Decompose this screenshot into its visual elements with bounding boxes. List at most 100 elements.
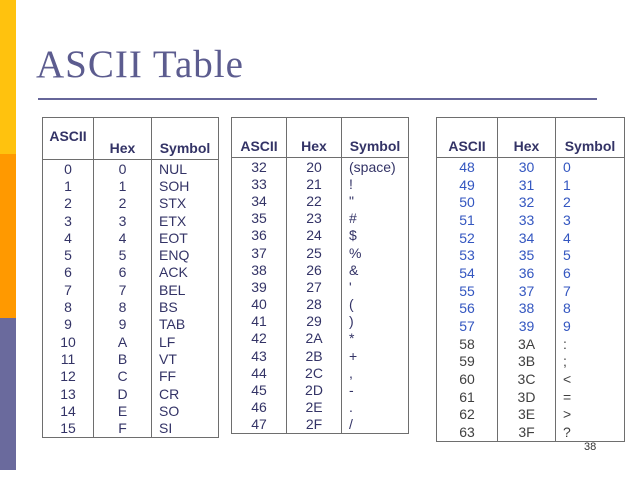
table-cell: D — [117, 385, 128, 402]
table-cell: SOH — [159, 177, 190, 194]
table-cell: ! — [349, 175, 353, 192]
table-cell: 56 — [459, 300, 475, 317]
table-cell: A — [117, 333, 128, 350]
table-cell: 46 — [251, 399, 267, 416]
table-cell: 49 — [459, 176, 475, 193]
page-title: ASCII Table — [36, 43, 244, 86]
table-cell: 28 — [306, 296, 322, 313]
column-header-ascii: ASCII — [232, 118, 286, 158]
column-symbol: Symbol 0 1 2 3 4 5 6 7 8 9:; < = >? — [555, 118, 624, 441]
table-cell: B — [117, 350, 128, 367]
table-cell: 9 — [563, 318, 571, 335]
table-cell: " — [349, 192, 354, 209]
table-cell: 54 — [459, 264, 475, 281]
table-cell: 47 — [251, 416, 267, 433]
table-cell: 10 — [60, 333, 76, 350]
table-cell: VT — [159, 350, 177, 367]
table-cell: 45 — [251, 382, 267, 399]
table-cell: FF — [159, 368, 177, 385]
table-cell: 8 — [118, 299, 127, 316]
table-cell: 58 — [459, 335, 475, 352]
table-cell: 6 — [563, 264, 571, 281]
column-symbol: Symbol (space)! " # $% & '() * +, -. / — [341, 118, 408, 433]
table-cell: 2F — [305, 416, 323, 433]
table-cell: 48 — [459, 158, 475, 175]
table-cell: 35 — [518, 247, 535, 264]
column-ascii: ASCII 48 49 50 51 52 53 54 55 56 57 58 59 60 61 62 63 — [437, 118, 497, 441]
page-number: 38 — [584, 441, 597, 453]
table-cell: ETX — [159, 212, 187, 229]
table-cell: SI — [159, 420, 173, 437]
table-cell: 62 — [459, 406, 475, 423]
table-cell: ( — [349, 296, 354, 313]
table-cell: 38 — [518, 300, 535, 317]
table-cell: ACK — [159, 264, 188, 281]
table-cell: F — [118, 420, 127, 437]
table-cell: 25 — [306, 244, 322, 261]
table-cell: 37 — [251, 244, 267, 261]
table-cell: & — [349, 261, 359, 278]
table-cell: - — [349, 382, 354, 399]
table-cell: 7 — [118, 281, 127, 298]
table-cell: NUL — [159, 160, 188, 177]
table-cell: 2C — [305, 364, 323, 381]
table-cell: 0 — [563, 158, 571, 175]
table-cell: 2 — [64, 195, 72, 212]
accent-bar-orange — [0, 154, 16, 318]
table-cell: 15 — [60, 420, 76, 437]
table-cell: 6 — [118, 264, 127, 281]
table-cell: 21 — [306, 175, 322, 192]
table-cell: 6 — [64, 264, 72, 281]
table-cell: 0 — [118, 160, 127, 177]
table-cell: 24 — [306, 227, 322, 244]
table-cell: 34 — [251, 192, 267, 209]
accent-bar-yellow — [0, 0, 16, 154]
table-cell: + — [349, 347, 358, 364]
table-cell: 3 — [118, 212, 127, 229]
table-cell: 9 — [64, 316, 72, 333]
table-cell: 9 — [118, 316, 127, 333]
table-cell: E — [117, 402, 128, 419]
column-hex: Hex 20 21 22 23 24 25 26 27 28 29 2A 2B 2C 2D 2E 2F — [286, 118, 341, 433]
title-underline — [38, 98, 597, 100]
column-header-hex: Hex — [94, 118, 151, 160]
column-header-ascii: ASCII — [437, 118, 497, 158]
column-header-symbol: Symbol — [342, 118, 408, 158]
table-cell: < — [563, 371, 572, 388]
table-cell: ENQ — [159, 247, 190, 264]
table-cell: / — [349, 416, 353, 433]
table-cell: 41 — [251, 313, 267, 330]
table-cell: 60 — [459, 371, 475, 388]
table-cell: 14 — [60, 402, 76, 419]
table-cell: 32 — [251, 158, 267, 175]
table-cell: 40 — [251, 296, 267, 313]
table-cell: 34 — [518, 229, 535, 246]
table-cell: 13 — [60, 385, 76, 402]
table-cell: 4 — [64, 229, 72, 246]
table-cell: 32 — [518, 194, 535, 211]
table-cell: 38 — [251, 261, 267, 278]
ascii-table-control-chars: ASCII 0 1 2 3 4 5 6 7 8 9 10 11 12 13 14 15 Hex 0 1 2 3 4 5 6 7 8 9… — [42, 117, 219, 438]
column-symbol: Symbol NUL SOH STX ETX EOT ENQ ACK BEL BS TAB LF VT F… — [151, 118, 218, 437]
table-cell: 44 — [251, 364, 267, 381]
table-cell: BEL — [159, 281, 186, 298]
table-cell: : — [563, 335, 567, 352]
ascii-table-punctuation: ASCII 32 33 34 35 36 37 38 39 40 41 42 43 44 45 46 47 Hex… — [231, 117, 409, 434]
table-cell: 2A — [305, 330, 323, 347]
column-header-ascii: ASCII — [43, 118, 93, 160]
table-cell: 39 — [518, 318, 535, 335]
table-cell: 2 — [118, 195, 127, 212]
table-cell: ? — [563, 424, 571, 441]
table-cell: LF — [159, 333, 176, 350]
table-cell: 2E — [305, 399, 323, 416]
ascii-table-digits: ASCII 48 49 50 51 52 53 54 55 56 57 58 59 60 61 62 63 Hex… — [436, 117, 625, 442]
table-cell: 26 — [306, 261, 322, 278]
table-cell: ; — [563, 353, 567, 370]
column-hex: Hex 0 1 2 3 4 5 6 7 8 9 A B C D E F — [93, 118, 151, 437]
table-cell: 3 — [64, 212, 72, 229]
accent-bar-slate — [0, 318, 16, 470]
table-cell: > — [563, 406, 572, 423]
table-cell: 52 — [459, 229, 475, 246]
table-cell: 22 — [306, 192, 322, 209]
table-cell: 2 — [563, 194, 571, 211]
